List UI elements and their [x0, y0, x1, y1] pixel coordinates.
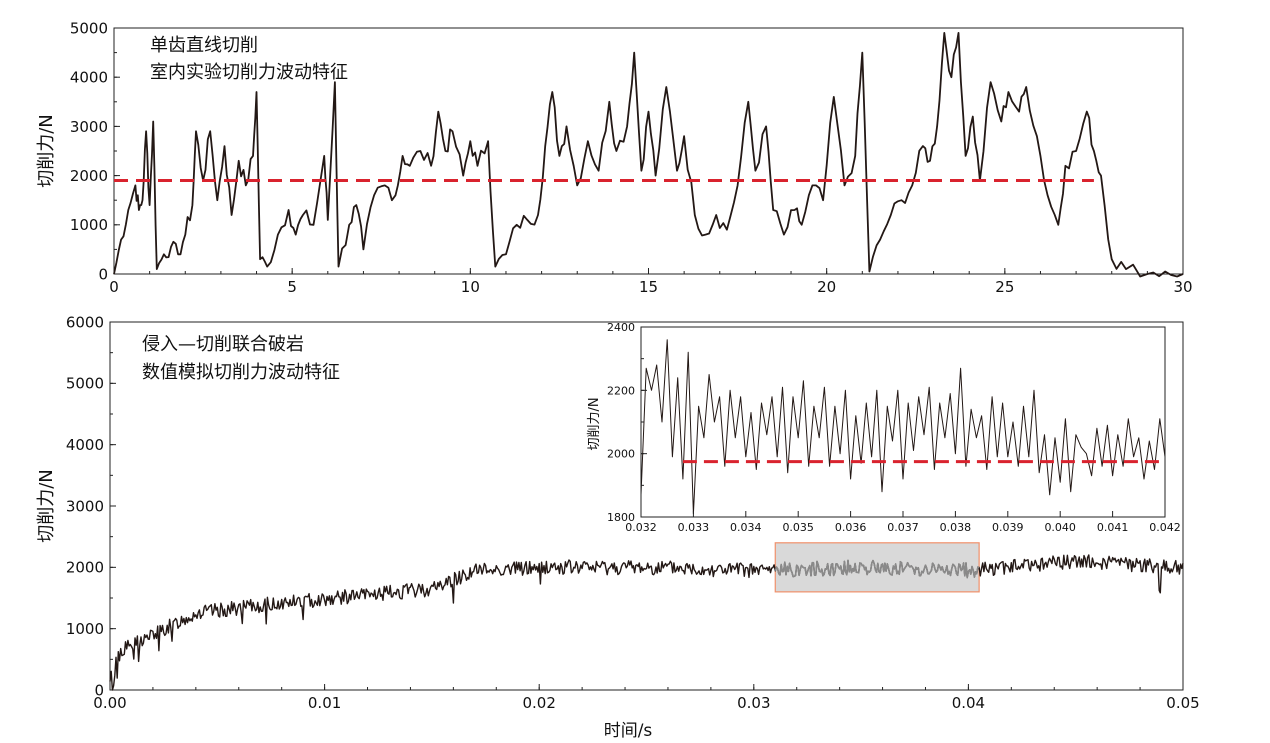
top-y-tick-label: 2000: [70, 167, 108, 185]
top-x-tick-label: 0: [109, 278, 119, 296]
bottom-y-tick-label: 0: [94, 681, 104, 699]
bottom-x-tick-label: 0.03: [737, 694, 770, 712]
inset-y-tick-label: 1800: [607, 511, 635, 524]
bottom-y-tick-label: 1000: [66, 620, 104, 638]
top-x-tick-label: 20: [817, 278, 836, 296]
top-annotation-line-2: 室内实验切削力波动特征: [150, 62, 348, 83]
top-y-tick-label: 0: [98, 265, 108, 283]
bottom-y-tick-label: 6000: [66, 313, 104, 331]
inset-x-tick-label: 0.042: [1149, 521, 1181, 534]
inset-y-axis-label: 切削力/N: [587, 397, 602, 450]
inset-x-tick-label: 0.035: [782, 521, 814, 534]
top-x-tick-label: 5: [287, 278, 297, 296]
inset-series-line: [640, 339, 1166, 515]
top-y-axis-label: 切削力/N: [36, 114, 57, 188]
bottom-x-axis-label: 时间/s: [604, 721, 653, 741]
inset-x-tick-label: 0.038: [940, 521, 972, 534]
top-y-tick-label: 1000: [70, 216, 108, 234]
bottom-x-tick-label: 0.00: [93, 694, 126, 712]
inset-y-tick-label: 2400: [607, 321, 635, 334]
top-y-tick-label: 3000: [70, 118, 108, 136]
bottom-annotation-line-2: 数值模拟切削力波动特征: [142, 362, 340, 383]
bottom-x-tick-label: 0.02: [522, 694, 555, 712]
top-y-tick-label: 4000: [70, 69, 108, 87]
top-chart: 0 5 10 15 20 25 30 0 1000 2000 3000 4000 5000 单齿直线切削…: [36, 19, 1193, 296]
bottom-x-tick-label: 0.05: [1166, 694, 1199, 712]
bottom-annotation-line-1: 侵入—切削联合破岩: [142, 334, 304, 355]
top-x-tick-label: 10: [461, 278, 480, 296]
inset-x-tick-label: 0.037: [887, 521, 919, 534]
bottom-series-line: [109, 554, 1184, 691]
bottom-x-tick-label: 0.04: [952, 694, 985, 712]
top-x-tick-label: 15: [639, 278, 658, 296]
top-x-tick-label: 25: [995, 278, 1014, 296]
inset-y-tick-label: 2200: [607, 384, 635, 397]
bottom-chart: 0.00 0.01 0.02 0.03 0.04 0.05 0 1000 2000 3000 400…: [36, 313, 1200, 741]
inset-chart-axes: 0.032 0.033 0.034 0.035 0.036 0.037 0.038 0.039…: [607, 321, 1181, 534]
bottom-chart-axes: 0.00 0.01 0.02 0.03 0.04 0.05 0 1000 2000 3000 400…: [66, 313, 1200, 712]
bottom-y-axis-label: 切削力/N: [36, 469, 57, 543]
inset-x-tick-label: 0.039: [992, 521, 1024, 534]
inset-y-tick-label: 2000: [607, 448, 635, 461]
inset-x-tick-label: 0.041: [1097, 521, 1129, 534]
inset-x-tick-label: 0.036: [835, 521, 867, 534]
inset-x-tick-label: 0.034: [730, 521, 762, 534]
bottom-chart-series: [109, 554, 1184, 691]
bottom-series-zoom-segment: [774, 559, 980, 579]
inset-chart-series: [640, 339, 1166, 515]
bottom-y-tick-label: 5000: [66, 375, 104, 393]
inset-chart-background: [641, 327, 1165, 517]
top-annotation-line-1: 单齿直线切削: [150, 35, 258, 56]
bottom-y-tick-label: 2000: [66, 559, 104, 577]
inset-chart: 0.032 0.033 0.034 0.035 0.036 0.037 0.038 0.039…: [587, 321, 1181, 534]
inset-x-tick-label: 0.040: [1044, 521, 1076, 534]
top-chart-axes: 0 5 10 15 20 25 30 0 1000 2000 3000 4000 5000: [70, 19, 1193, 296]
bottom-y-tick-label: 3000: [66, 497, 104, 515]
bottom-x-tick-label: 0.01: [308, 694, 341, 712]
top-y-tick-label: 5000: [70, 19, 108, 37]
bottom-y-tick-label: 4000: [66, 436, 104, 454]
top-x-tick-label: 30: [1173, 278, 1192, 296]
inset-x-tick-label: 0.032: [625, 521, 657, 534]
inset-x-tick-label: 0.033: [678, 521, 710, 534]
